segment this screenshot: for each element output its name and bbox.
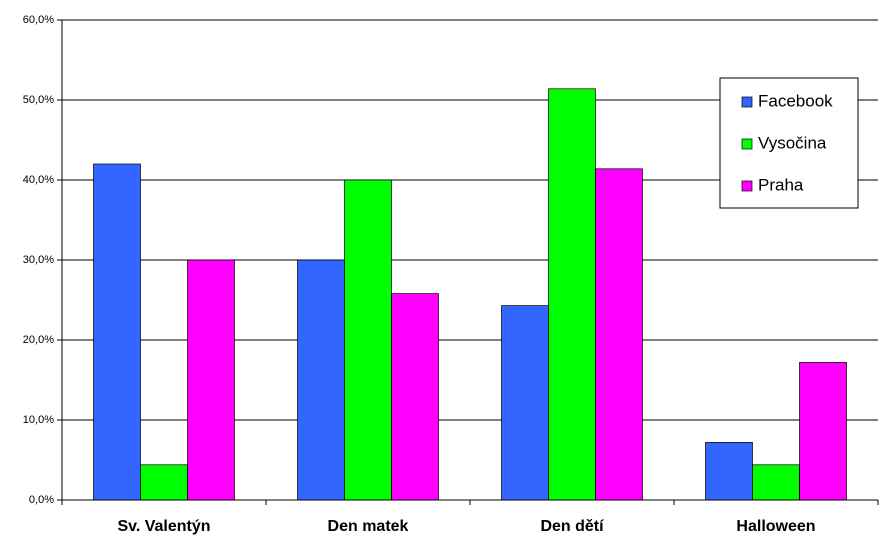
legend-label: Vysočina [758,133,827,152]
bar [187,259,235,501]
y-tick-label: 60,0% [23,14,54,26]
bar [501,305,549,501]
bar [705,442,753,501]
bar [799,362,847,501]
y-tick-label: 10,0% [23,414,54,426]
legend-swatch [741,96,753,108]
x-tick-label: Den matek [328,518,409,535]
legend-label: Facebook [758,91,833,110]
bar [752,464,800,501]
legend-label: Praha [758,175,804,194]
bar [93,163,141,501]
x-tick-label: Sv. Valentýn [117,518,210,535]
legend-swatch [741,138,753,150]
x-tick-label: Den dětí [540,518,604,535]
legend-swatch [741,180,753,192]
bar [140,464,188,501]
y-tick-label: 0,0% [29,494,54,506]
bar [548,88,596,501]
x-tick-label: Halloween [736,518,815,535]
bar [391,293,439,501]
y-tick-label: 20,0% [23,334,54,346]
y-tick-label: 30,0% [23,254,54,266]
y-tick-label: 50,0% [23,94,54,106]
bar [595,168,643,501]
bar [297,259,345,501]
bar [344,179,392,501]
y-tick-label: 40,0% [23,174,54,186]
